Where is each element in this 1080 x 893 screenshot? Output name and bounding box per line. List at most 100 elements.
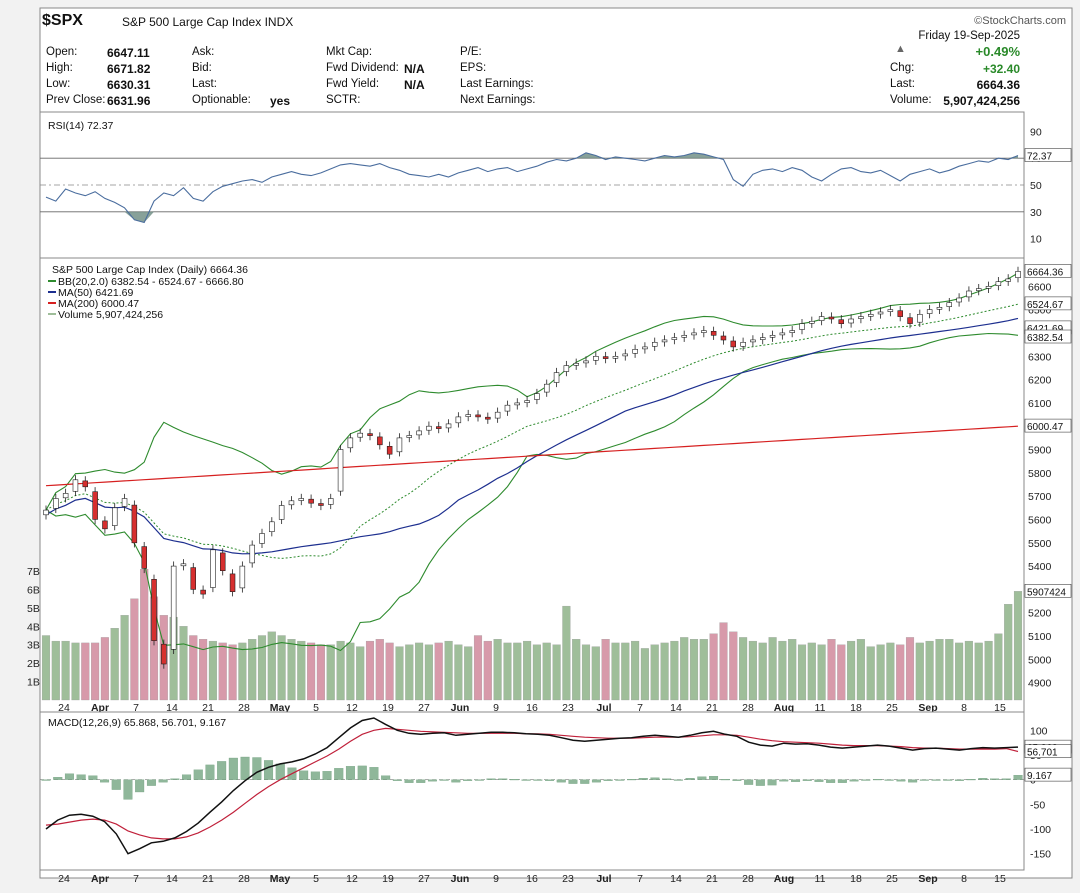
volume-tick-1B: 1B — [27, 677, 40, 689]
price-x-label: 9 — [493, 702, 499, 714]
price-candle — [985, 281, 992, 293]
candle-body — [210, 549, 216, 588]
macd-hist-bar — [908, 779, 918, 783]
candle-body — [740, 341, 746, 347]
macd-hist-bar — [439, 779, 449, 781]
macd-hist-bar — [100, 779, 110, 783]
macd-hist-bar — [556, 779, 566, 783]
macd-x-label: 23 — [562, 873, 574, 885]
price-candle — [337, 444, 344, 496]
volume-bar — [709, 633, 718, 701]
candle-body — [259, 533, 265, 544]
macd-x-label: 7 — [637, 873, 643, 885]
price-candle — [848, 314, 854, 328]
price-candle — [396, 433, 403, 457]
brand-logo-text[interactable]: ©StockCharts.com — [974, 15, 1066, 27]
volume-bar — [866, 646, 875, 701]
volume-bar — [572, 639, 581, 701]
price-candle — [269, 517, 275, 537]
candle-body — [956, 297, 962, 303]
macd-panel: -150-100-50050100MACD(12,26,9) 65.868, 5… — [39, 711, 1072, 885]
macd-hist-bar — [474, 779, 484, 781]
candle-body — [632, 348, 638, 354]
candle-body — [141, 546, 148, 569]
macd-hist-bar — [404, 779, 414, 783]
candle-body — [131, 504, 138, 544]
macd-x-label: 14 — [670, 873, 682, 885]
price-candle — [53, 493, 59, 514]
price-candle — [386, 441, 393, 459]
price-candle — [759, 332, 766, 345]
price-candle — [926, 304, 933, 319]
candle-body — [563, 365, 570, 372]
volume-bar — [473, 635, 483, 701]
candle-body — [396, 437, 403, 453]
price-tick-6100: 6100 — [1028, 398, 1052, 410]
last-price-tag-text: 6664.36 — [1027, 267, 1064, 278]
price-candle — [995, 276, 1002, 291]
price-candle — [445, 419, 452, 433]
price-candle — [249, 540, 256, 568]
price-candle — [789, 325, 795, 338]
volume-bar — [640, 648, 649, 701]
candle-body — [455, 416, 462, 424]
macd-signal-tag-box — [1024, 744, 1072, 758]
volume-bar — [955, 642, 964, 701]
macd-tick--50: -50 — [1030, 799, 1045, 811]
mktcap-label: Mkt Cap: — [326, 46, 373, 58]
candle-body — [298, 498, 304, 501]
macd-hist-bar — [533, 779, 543, 781]
macd-hist-bar — [41, 779, 51, 781]
price-candle — [1015, 266, 1021, 283]
volume-bar — [896, 644, 905, 701]
candle-body — [102, 520, 108, 530]
volume-bar — [287, 639, 296, 701]
price-x-label: 28 — [238, 702, 250, 714]
price-x-label: 14 — [670, 702, 682, 714]
rsi-tick-50: 50 — [1030, 180, 1042, 192]
price-tick-5000: 5000 — [1028, 654, 1052, 666]
price-x-label: 24 — [58, 702, 70, 714]
volume-bar — [994, 633, 1003, 701]
volume-bar — [670, 640, 679, 701]
price-candle — [632, 344, 638, 358]
macd-hist-bar — [217, 761, 227, 780]
volume-bar — [326, 644, 335, 701]
candle-body — [112, 507, 118, 526]
bb-upper-line — [45, 272, 1019, 511]
macd-x-label: 5 — [313, 873, 319, 885]
candle-body — [229, 573, 236, 593]
candle-body — [642, 346, 648, 350]
price-x-label: Aug — [774, 702, 794, 714]
rsi-tick-10: 10 — [1030, 234, 1042, 246]
macd-hist-bar — [673, 779, 683, 781]
volume-bar — [964, 640, 973, 701]
index-fullname: S&P 500 Large Cap Index — [122, 15, 262, 29]
macd-hist-bar — [1001, 778, 1011, 780]
price-candle — [504, 400, 511, 416]
price-candle — [966, 286, 972, 302]
candle-body — [161, 643, 167, 665]
candle-body — [858, 316, 864, 319]
macd-hist-bar — [509, 779, 519, 781]
last-price-tag-box — [1024, 264, 1072, 278]
bb-mid-tag-text: 6524.67 — [1027, 300, 1064, 311]
macd-hist-bar — [158, 779, 168, 783]
candle-body — [504, 404, 511, 412]
candle-body — [62, 493, 69, 499]
macd-hist-bar — [627, 779, 637, 781]
volume-bar — [307, 642, 316, 701]
candle-body — [465, 414, 471, 417]
macd-hist-bar — [170, 778, 180, 780]
low-value: 6630.31 — [107, 78, 151, 92]
macd-x-label: 9 — [493, 873, 499, 885]
price-candle — [455, 412, 462, 428]
volume-bar — [110, 628, 119, 701]
volume-bar — [346, 642, 355, 701]
price-candle — [161, 639, 167, 669]
macd-x-label: Aug — [774, 873, 794, 885]
macd-hist-bar — [966, 779, 976, 781]
volume-bar — [297, 640, 306, 701]
